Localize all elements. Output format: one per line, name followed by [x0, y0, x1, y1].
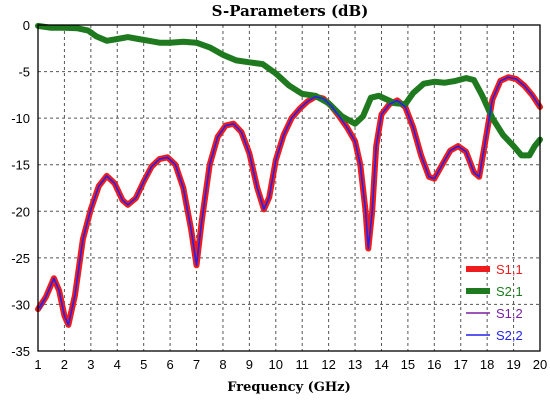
x-tick-label: 8 [219, 357, 226, 372]
y-tick-label: -10 [11, 111, 30, 126]
chart-title: S-Parameters (dB) [212, 2, 369, 20]
legend-label: S2,1 [496, 284, 523, 299]
legend-label: S1,2 [496, 306, 523, 321]
x-tick-label: 18 [480, 357, 494, 372]
y-tick-label: -30 [11, 297, 30, 312]
series-line-S1-2 [39, 76, 541, 326]
x-tick-label: 6 [166, 357, 173, 372]
y-tick-label: -5 [18, 65, 30, 80]
x-tick-label: 20 [533, 357, 547, 372]
x-tick-label: 2 [61, 357, 68, 372]
x-axis-label: Frequency (GHz) [227, 380, 350, 395]
x-tick-label: 1 [34, 357, 41, 372]
legend-label: S2,2 [496, 328, 523, 343]
y-tick-label: -35 [11, 344, 30, 359]
x-tick-label: 19 [506, 357, 520, 372]
x-tick-label: 17 [454, 357, 468, 372]
x-tick-label: 9 [246, 357, 253, 372]
x-tick-label: 15 [401, 357, 415, 372]
x-tick-label: 5 [140, 357, 147, 372]
x-tick-label: 13 [348, 357, 362, 372]
x-tick-label: 12 [321, 357, 335, 372]
x-tick-label: 11 [295, 357, 309, 372]
series-line-S2-1 [35, 22, 543, 159]
y-tick-label: -20 [11, 204, 30, 219]
y-tick-label: -15 [11, 158, 30, 173]
legend-label: S1,1 [496, 262, 523, 277]
series-line-S1-1 [35, 74, 543, 328]
y-tick-labels: 0 -5 -10 -15 -20 -25 -30 -35 [11, 18, 30, 359]
x-tick-label: 3 [87, 357, 94, 372]
y-tick-label: 0 [23, 18, 30, 33]
x-tick-label: 7 [193, 357, 200, 372]
series-line-S2-2 [37, 76, 541, 326]
y-tick-label: -25 [11, 251, 30, 266]
x-tick-labels: 1 2 3 4 5 6 7 8 9 10 11 12 13 14 15 16 17 18 19 20 [34, 357, 547, 372]
legend: S1,1 S2,1 S1,2 S2,2 [466, 262, 523, 343]
x-tick-label: 14 [374, 357, 388, 372]
grid [38, 25, 540, 351]
x-tick-label: 10 [269, 357, 283, 372]
x-tick-label: 16 [427, 357, 441, 372]
plot-frame [37, 24, 541, 352]
series-lines [35, 22, 543, 328]
x-tick-label: 4 [114, 357, 121, 372]
